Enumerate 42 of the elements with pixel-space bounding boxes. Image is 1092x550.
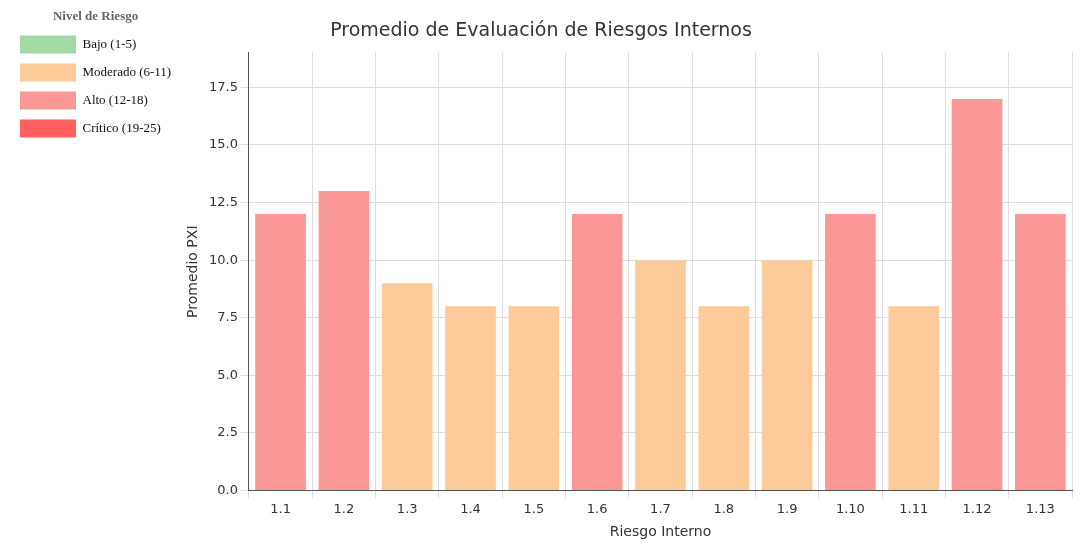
y-tick-label: 17.5 xyxy=(208,78,238,94)
x-tick-label: 1.3 xyxy=(396,500,418,516)
bar xyxy=(635,260,686,491)
x-axis-title: Riesgo Interno xyxy=(609,523,712,540)
bar xyxy=(445,306,496,491)
chart-title: Promedio de Evaluación de Riesgos Internos xyxy=(330,18,752,41)
legend-label: Crítico (19-25) xyxy=(82,120,161,136)
y-tick-label: 12.5 xyxy=(208,193,238,209)
bar xyxy=(761,260,813,491)
x-tick-label: 1.11 xyxy=(899,500,929,516)
x-tick-label: 1.6 xyxy=(586,500,608,516)
y-tick-label: 0.0 xyxy=(217,481,238,497)
x-tick-label: 1.4 xyxy=(460,500,481,516)
legend-title: Nivel de Riesgo xyxy=(52,7,139,23)
y-axis-title: Promedio PXI xyxy=(184,225,201,318)
bar xyxy=(381,283,433,491)
legend-label: Alto (12-18) xyxy=(82,92,148,108)
x-tick-label: 1.5 xyxy=(523,500,545,516)
x-tick-label: 1.12 xyxy=(962,500,992,516)
bar xyxy=(1015,214,1066,491)
y-tick-label: 5.0 xyxy=(217,366,238,382)
bar xyxy=(508,306,560,491)
bar xyxy=(571,214,623,491)
bar xyxy=(825,214,876,491)
bar xyxy=(951,98,1003,491)
x-tick-label: 1.10 xyxy=(835,500,865,516)
bar xyxy=(255,214,306,491)
x-tick-label: 1.9 xyxy=(776,500,798,516)
y-tick-label: 15.0 xyxy=(208,136,238,152)
x-tick-label: 1.7 xyxy=(650,500,671,516)
y-tick-label: 7.5 xyxy=(217,309,238,325)
x-tick-label: 1.8 xyxy=(713,500,735,516)
legend-label: Bajo (1-5) xyxy=(82,36,137,52)
x-tick-label: 1.1 xyxy=(270,500,291,516)
bar xyxy=(698,306,750,491)
bar xyxy=(888,306,940,491)
legend-label: Moderado (6-11) xyxy=(82,64,172,80)
x-tick-label: 1.13 xyxy=(1025,500,1055,516)
y-tick-label: 2.5 xyxy=(217,424,238,440)
y-tick-label: 10.0 xyxy=(208,251,238,267)
x-tick-label: 1.2 xyxy=(333,500,355,516)
bar xyxy=(318,191,370,491)
